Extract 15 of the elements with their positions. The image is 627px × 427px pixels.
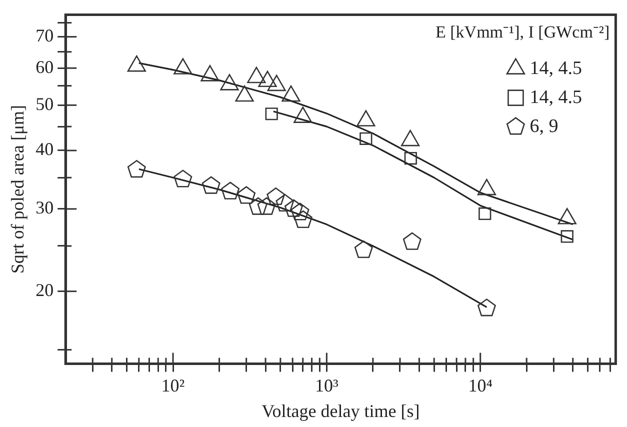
y-axis-title: Sqrt of poled area [μm] (8, 105, 28, 274)
x-tick-label: 10⁴ (468, 375, 492, 396)
x-axis-title: Voltage delay time [s] (262, 400, 420, 421)
legend-label: 14, 4.5 (530, 86, 582, 108)
legend-label: 6, 9 (530, 116, 558, 137)
y-tick-label: 30 (36, 198, 54, 218)
y-tick-label: 60 (36, 56, 54, 77)
y-tick-label: 70 (36, 26, 54, 46)
y-tick-label: 40 (36, 139, 54, 160)
x-tick-label: 10² (161, 375, 185, 396)
x-tick-label: 10³ (314, 375, 339, 396)
legend-title: E [kVmm⁻¹], I [GWcm⁻²] (435, 22, 610, 42)
y-tick-label: 50 (36, 94, 54, 114)
legend-label: 14, 4.5 (530, 58, 582, 79)
y-tick-label: 20 (36, 280, 54, 300)
